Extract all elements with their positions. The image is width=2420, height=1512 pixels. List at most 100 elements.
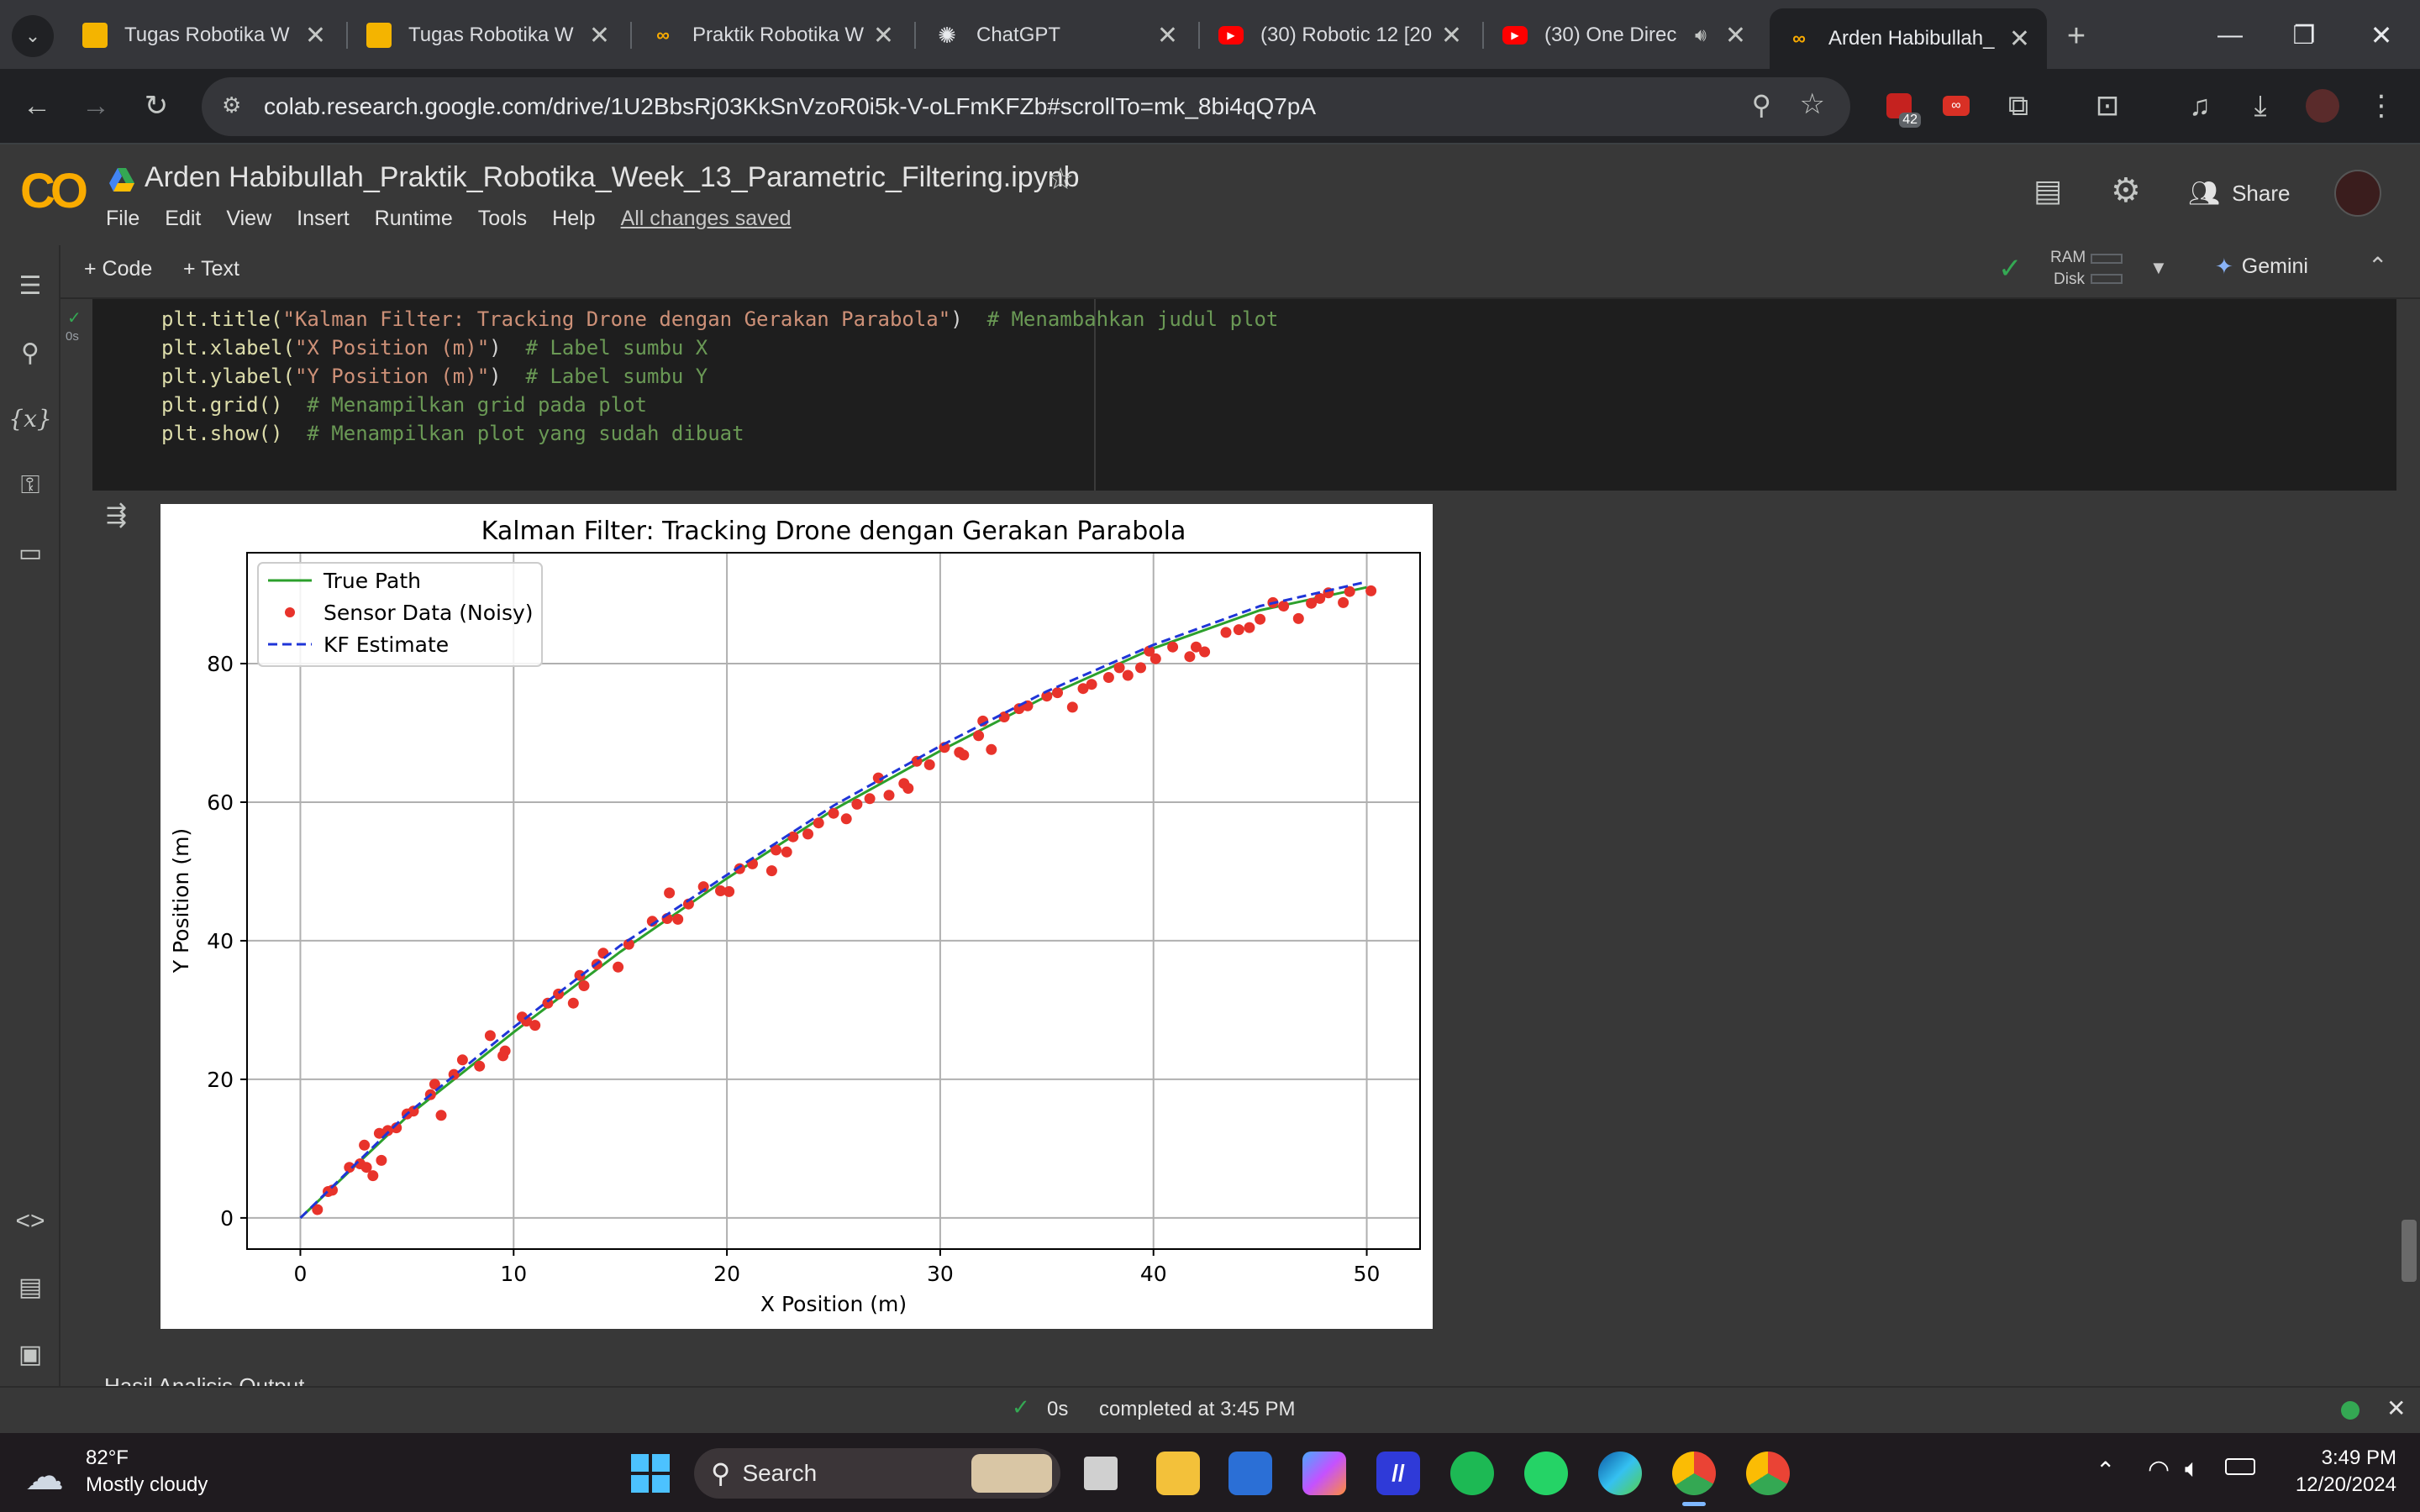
tab-search-button[interactable]: ⌄ [12, 15, 54, 57]
chrome-icon[interactable] [1672, 1452, 1716, 1495]
comment-icon[interactable]: ▤ [2033, 173, 2063, 207]
close-icon[interactable]: ✕ [872, 21, 894, 50]
variables-icon[interactable]: {x} [8, 404, 52, 433]
reload-icon[interactable]: ↻ [144, 90, 169, 122]
folder-icon[interactable]: ▭ [18, 538, 43, 567]
volume-icon[interactable]: 🔈︎ [2185, 1455, 2200, 1483]
add-text-button[interactable]: + Text [183, 257, 239, 281]
browser-tab[interactable]: ▶ (30) Robotic 12 [20 ✕ [1202, 12, 1479, 59]
new-tab-button[interactable]: + [2066, 18, 2086, 54]
zoom-icon[interactable]: ⚲ [1751, 90, 1771, 120]
screenshot-icon[interactable]: ⊡ [2095, 90, 2120, 122]
settings-gear-icon[interactable]: ⚙ [2111, 172, 2141, 209]
bookmark-star-icon[interactable]: ☆ [1799, 88, 1825, 120]
table-of-contents-icon[interactable]: ☰ [18, 271, 42, 300]
edit-app-icon[interactable]: // [1376, 1452, 1420, 1495]
taskbar-search-label: Search [742, 1460, 818, 1486]
key-icon[interactable]: ⚿ [20, 471, 40, 499]
whatsapp-icon[interactable] [1524, 1452, 1568, 1495]
task-view-icon[interactable] [1084, 1457, 1118, 1490]
tab-separator [630, 22, 632, 49]
sensor-data-point [998, 711, 1010, 722]
battery-icon[interactable] [2225, 1458, 2255, 1475]
notebook-title[interactable]: Arden Habibullah_Praktik_Robotika_Week_1… [145, 161, 1080, 193]
sensor-data-point [682, 898, 694, 910]
code-cell[interactable]: plt.title("Kalman Filter: Tracking Drone… [92, 299, 2396, 491]
terminal-icon[interactable]: ▣ [18, 1340, 43, 1368]
star-icon[interactable]: ☆ [1047, 161, 1075, 196]
scrollbar-thumb[interactable] [2402, 1220, 2417, 1282]
close-icon[interactable]: ✕ [304, 21, 326, 50]
window-minimize-button[interactable]: — [2217, 21, 2243, 49]
extension-icon[interactable]: ∞ [1936, 86, 1976, 126]
close-icon[interactable]: ✕ [588, 21, 610, 50]
menu-help[interactable]: Help [552, 207, 596, 230]
window-restore-button[interactable]: ❐ [2292, 21, 2316, 50]
gemini-button[interactable]: ✦ Gemini [2215, 254, 2308, 280]
spotify-icon[interactable] [1450, 1452, 1494, 1495]
clock-time[interactable]: 3:49 PM [2321, 1446, 2396, 1469]
address-bar[interactable]: ⚙ colab.research.google.com/drive/1U2Bbs… [202, 77, 1850, 136]
profile-avatar[interactable] [2302, 86, 2343, 126]
sensor-data-point [715, 885, 726, 896]
copilot-icon[interactable] [1302, 1452, 1346, 1495]
legend-kf-estimate: KF Estimate [324, 633, 449, 657]
account-avatar[interactable] [2334, 170, 2381, 217]
cell-executed-check-icon: ✓ [67, 309, 82, 328]
code-snippets-icon[interactable]: <> [15, 1207, 45, 1235]
wifi-icon[interactable]: ◠ [2148, 1456, 2170, 1483]
gemini-label: Gemini [2241, 255, 2308, 278]
browser-tab[interactable]: Tugas Robotika W ✕ [66, 12, 343, 59]
status-close-icon[interactable]: ✕ [2386, 1395, 2407, 1421]
resources-indicator[interactable]: RAM Disk [2050, 247, 2126, 292]
edge-icon[interactable] [1598, 1452, 1642, 1495]
site-info-icon[interactable]: ⚙ [222, 92, 242, 118]
output-options-icon[interactable]: ⇶ [106, 501, 128, 529]
chrome-profile-icon[interactable] [1746, 1452, 1790, 1495]
share-button[interactable]: 👥︎ Share [2188, 173, 2290, 213]
colab-logo[interactable]: CO [20, 164, 88, 218]
browser-menu-icon[interactable]: ⋮ [2367, 90, 2396, 122]
show-hidden-icons-chevron[interactable]: ⌃ [2096, 1457, 2116, 1483]
browser-tab[interactable]: ▶ (30) One Direc 🔊︎ ✕ [1486, 12, 1763, 59]
window-close-button[interactable]: ✕ [2370, 20, 2393, 50]
download-icon[interactable]: ⤓ [2254, 89, 2267, 122]
taskbar-search-box[interactable]: ⚲ Search [694, 1448, 1060, 1499]
code-line: plt.grid() # Menampilkan grid pada plot [161, 393, 647, 417]
clock-date[interactable]: 12/20/2024 [2295, 1473, 2396, 1496]
search-icon[interactable]: ⚲ [21, 339, 39, 367]
browser-tab[interactable]: Tugas Robotika W ✕ [350, 12, 627, 59]
add-code-button[interactable]: + Code [84, 257, 153, 281]
close-icon[interactable]: ✕ [1724, 21, 1746, 50]
weather-widget[interactable]: ☁ 82°F Mostly cloudy [25, 1443, 227, 1504]
browser-tab-active[interactable]: ∞ Arden Habibullah_ ✕ [1770, 8, 2047, 69]
close-icon[interactable]: ✕ [2008, 24, 2030, 53]
windows-start-icon[interactable] [629, 1452, 672, 1495]
speaker-icon[interactable]: 🔊︎ [1694, 24, 1707, 45]
menu-runtime[interactable]: Runtime [374, 207, 453, 230]
collapse-chevron-icon[interactable]: ⌃ [2368, 253, 2388, 279]
command-palette-icon[interactable]: ▤ [18, 1273, 43, 1301]
forward-icon[interactable]: → [82, 89, 110, 122]
close-icon[interactable]: ✕ [1440, 21, 1462, 50]
menu-tools[interactable]: Tools [477, 207, 528, 230]
close-icon[interactable]: ✕ [1156, 21, 1178, 50]
sensor-data-point [1306, 597, 1318, 609]
menu-view[interactable]: View [226, 207, 272, 230]
colab-icon: ∞ [1792, 28, 1806, 49]
file-explorer-icon[interactable] [1156, 1452, 1200, 1495]
menu-edit[interactable]: Edit [165, 207, 202, 230]
colab-logo-text: CO [20, 164, 88, 218]
browser-tab[interactable]: ✺ ChatGPT ✕ [918, 12, 1195, 59]
puzzle-icon[interactable]: ⧉ [2007, 89, 2029, 122]
microsoft-store-icon[interactable] [1228, 1452, 1272, 1495]
menu-insert[interactable]: Insert [297, 207, 350, 230]
media-control-icon[interactable]: ♫ [2189, 89, 2211, 122]
runtime-dropdown-icon[interactable]: ▼ [2149, 257, 2168, 278]
back-icon[interactable]: ← [23, 89, 51, 122]
browser-tab[interactable]: ∞ Praktik Robotika W ✕ [634, 12, 911, 59]
extension-icon[interactable]: 42 [1879, 86, 1921, 128]
legend-true-path: True Path [323, 569, 421, 593]
menu-file[interactable]: File [106, 207, 140, 230]
saved-status[interactable]: All changes saved [620, 207, 792, 230]
